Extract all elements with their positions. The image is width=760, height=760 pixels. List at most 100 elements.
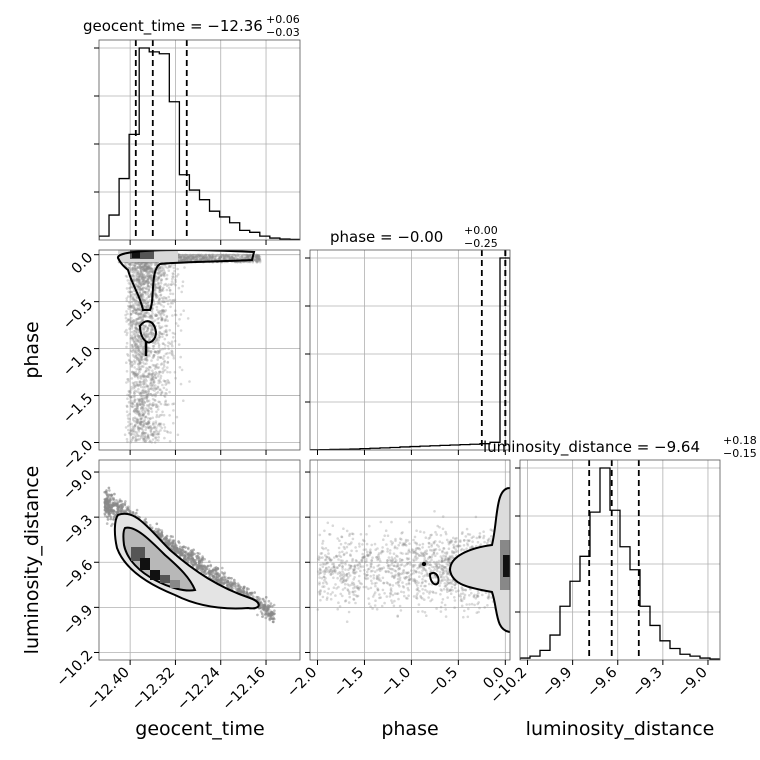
sample-point — [150, 317, 153, 320]
sample-point — [132, 289, 136, 293]
sample-point — [153, 340, 156, 344]
sample-point — [172, 299, 175, 302]
sample-point — [145, 422, 148, 425]
panel-phase-hist — [305, 249, 511, 455]
sample-point — [180, 258, 184, 261]
sample-point — [135, 283, 138, 287]
sample-point — [221, 254, 225, 257]
sample-point — [130, 330, 134, 334]
sample-point — [141, 318, 145, 321]
sample-point — [182, 309, 185, 313]
sample-point — [151, 404, 154, 407]
sample-point — [257, 254, 261, 258]
sample-point — [140, 353, 144, 356]
sample-point — [136, 271, 139, 275]
sample-point — [199, 254, 203, 258]
sample-point — [156, 271, 160, 275]
sample-point — [143, 266, 147, 270]
sample-point — [193, 255, 197, 259]
sample-point — [131, 322, 134, 326]
sample-point — [163, 395, 167, 399]
sample-point — [155, 392, 158, 395]
sample-point — [158, 388, 161, 391]
sample-point — [187, 254, 190, 258]
sample-point — [233, 578, 236, 582]
sample-point — [187, 554, 191, 557]
sample-point — [142, 389, 145, 393]
sample-point — [137, 308, 141, 312]
sample-point — [139, 270, 142, 274]
sample-point — [147, 388, 150, 391]
sample-point — [143, 439, 147, 443]
sample-point — [171, 541, 175, 545]
sample-point — [210, 256, 213, 260]
sample-point — [130, 300, 134, 304]
sample-point — [142, 277, 145, 281]
sample-point — [146, 384, 149, 388]
sample-point — [157, 436, 160, 439]
sample-point — [136, 404, 139, 407]
sample-point — [260, 612, 264, 615]
sample-point — [216, 257, 220, 261]
sample-point — [140, 287, 143, 291]
sample-point — [211, 255, 214, 258]
sample-point — [139, 403, 142, 407]
sample-point — [226, 254, 230, 258]
sample-point — [142, 301, 145, 305]
sample-point — [131, 348, 135, 352]
sample-point — [157, 533, 161, 536]
sample-point — [146, 409, 150, 412]
sample-point — [144, 332, 148, 336]
sample-point — [138, 342, 142, 345]
sample-point — [152, 426, 156, 429]
sample-point — [157, 300, 160, 303]
sample-point — [154, 387, 157, 391]
sample-point — [231, 255, 234, 259]
sample-point — [165, 315, 168, 319]
sample-point — [184, 257, 188, 261]
sample-point — [155, 337, 158, 341]
sample-point — [159, 332, 162, 336]
sample-point — [129, 396, 133, 399]
sample-point — [139, 265, 142, 269]
sample-point — [163, 274, 166, 278]
sample-point — [198, 254, 202, 258]
sample-point — [130, 336, 133, 340]
sample-point — [204, 253, 208, 257]
sample-point — [257, 254, 261, 258]
sample-point — [144, 267, 148, 271]
sample-point — [145, 310, 149, 314]
sample-point — [221, 578, 224, 582]
sample-point — [184, 559, 188, 562]
sample-point — [138, 305, 142, 309]
sample-point — [258, 257, 262, 261]
sample-point — [128, 291, 132, 294]
sample-point — [147, 392, 151, 396]
sample-point — [125, 437, 129, 441]
sample-point — [148, 350, 151, 353]
sample-point — [158, 313, 162, 316]
sample-point — [134, 356, 137, 360]
sample-point — [157, 276, 160, 280]
sample-point — [158, 290, 162, 294]
sample-point — [148, 402, 152, 406]
sample-point — [133, 263, 136, 267]
sample-point — [127, 401, 131, 404]
sample-point — [131, 303, 135, 307]
sample-point — [137, 349, 140, 352]
sample-point — [156, 363, 159, 366]
sample-point — [139, 275, 142, 279]
sample-point — [138, 317, 141, 320]
sample-point — [150, 328, 154, 332]
sample-point — [154, 363, 157, 367]
sample-point — [160, 309, 164, 313]
sample-point — [205, 258, 208, 262]
sample-point — [219, 255, 222, 259]
sample-point — [222, 254, 225, 258]
sample-point — [166, 379, 169, 382]
sample-point — [131, 427, 135, 431]
sample-point — [201, 565, 204, 569]
sample-point — [141, 397, 144, 400]
sample-point — [128, 305, 131, 308]
sample-point — [189, 253, 192, 257]
